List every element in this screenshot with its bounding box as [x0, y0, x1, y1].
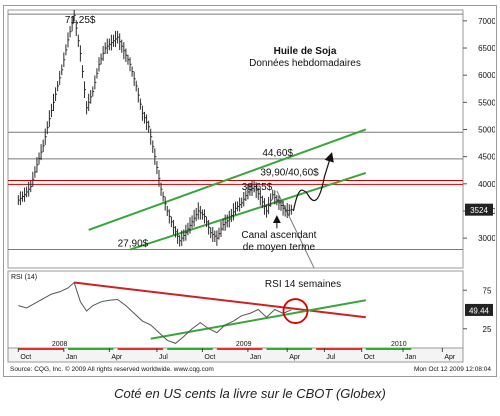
rsi-last-label: 49.44 — [469, 306, 490, 315]
price-ytick-label: 6000 — [478, 71, 495, 80]
x-axis-label: Oct — [20, 354, 31, 361]
channel-line-lower — [129, 171, 367, 251]
channel-line-upper — [88, 128, 367, 231]
chart-caption: Coté en US cents la livre sur le CBOT (G… — [114, 386, 386, 401]
price-ytick-label: 4500 — [478, 153, 495, 162]
x-axis-year-label: 2008 — [52, 341, 68, 348]
chart-title: Huile de Soja — [274, 46, 337, 57]
rsi-label: RSI (14) — [11, 274, 37, 281]
x-axis-label: Jul — [326, 354, 335, 361]
rsi-red-trendline — [74, 281, 366, 319]
footer-source: Source: CQG, Inc. © 2009 All rights rese… — [10, 365, 214, 373]
annotation-channel-2: de moyen terme — [243, 242, 316, 253]
price-ytick-label: 4000 — [478, 180, 495, 189]
price-ytick-label: 5000 — [478, 125, 495, 134]
rsi-highlight-circle — [282, 298, 309, 324]
x-axis-label: Oct — [204, 354, 215, 361]
x-axis-label: Oct — [364, 354, 375, 361]
forecast-arrow — [292, 152, 334, 212]
price-panel-border — [7, 9, 464, 269]
annotation-high: 71,25$ — [65, 15, 96, 26]
price-ytick-label: 6500 — [478, 44, 495, 53]
last-price-label: 3524 — [470, 206, 488, 215]
x-axis-label: Jan — [405, 354, 416, 361]
rsi-last-box — [465, 303, 493, 316]
x-axis-label: Apr — [289, 354, 301, 361]
annotation-39-90: 39,90/40,60$ — [260, 168, 319, 179]
rsi-title: RSI 14 semaines — [265, 279, 341, 290]
price-ytick-label: 3000 — [478, 234, 495, 243]
soybean-oil-chart: 7000650060005500500045004000350030003524… — [7, 9, 495, 373]
annotation-low: 27,90$ — [118, 239, 149, 250]
rsi-ytick-label: 75 — [483, 286, 492, 295]
price-ytick-label: 5500 — [478, 98, 495, 107]
price-ytick-label: 7000 — [478, 17, 495, 26]
annotation-channel-1: Canal ascendant — [241, 230, 316, 241]
annotation-38-65: 38,65$ — [242, 182, 273, 193]
rsi-ytick-label: 25 — [483, 325, 492, 334]
annotation-44-60: 44,60$ — [262, 148, 293, 159]
x-axis-label: Apr — [111, 354, 123, 361]
rsi-series-line — [18, 281, 292, 344]
x-axis-year-label: 2009 — [236, 341, 252, 348]
last-price-box — [465, 203, 493, 216]
x-axis-label: Jul — [159, 354, 168, 361]
price-plot-area — [8, 10, 463, 268]
footer-timestamp: Mon Oct 12 2009 12:08:04 — [414, 366, 491, 373]
x-axis-year-label: 2010 — [391, 341, 407, 348]
x-axis-label: Apr — [444, 354, 456, 361]
chart-subtitle: Données hebdomadaires — [249, 58, 361, 69]
x-axis-label: Jan — [66, 354, 77, 361]
rsi-green-trendline — [150, 299, 366, 340]
x-axis-label: Jan — [250, 354, 261, 361]
rsi-plot-area — [18, 281, 366, 344]
